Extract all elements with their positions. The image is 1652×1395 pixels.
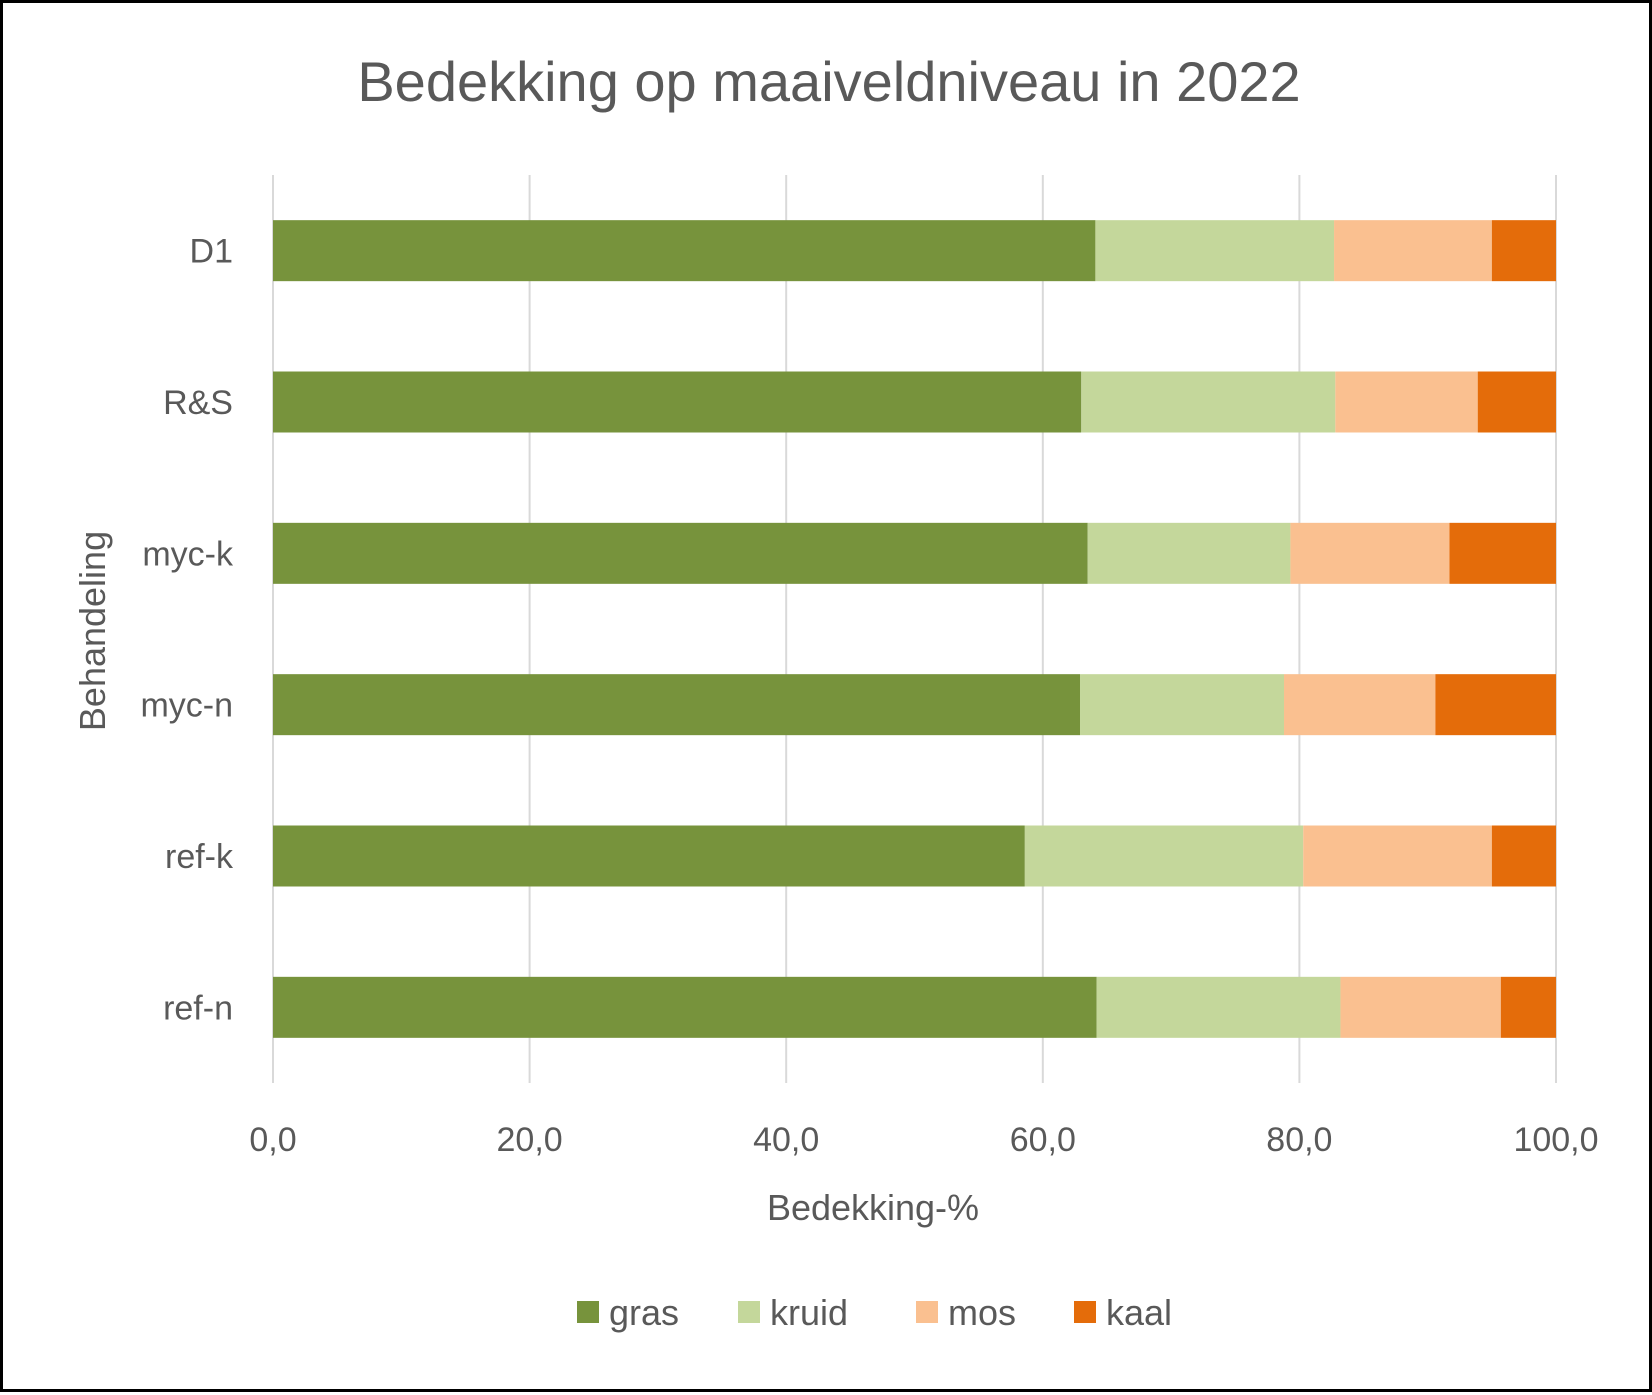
bar-kruid [1095, 220, 1335, 282]
chart-title: Bedekking op maaiveldniveau in 2022 [357, 50, 1300, 113]
y-axis-label: Behandeling [72, 531, 113, 731]
x-tick-label: 100,0 [1513, 1121, 1598, 1159]
bars [273, 220, 1556, 1038]
bar-kruid [1096, 976, 1341, 1038]
bar-kaal [1491, 220, 1556, 282]
x-tick-label: 0,0 [249, 1121, 296, 1159]
y-tick-label: myc-k [142, 535, 234, 573]
bar-gras [273, 371, 1082, 433]
bar-mos [1303, 825, 1492, 887]
legend: gras kruid mos kaal [577, 1292, 1172, 1333]
legend-swatch-mos [916, 1301, 938, 1323]
x-tick-label: 80,0 [1266, 1121, 1332, 1159]
legend-swatch-kruid [738, 1301, 760, 1323]
x-tick-label: 60,0 [1010, 1121, 1076, 1159]
bar-gras [273, 976, 1097, 1038]
legend-swatch-kaal [1074, 1301, 1096, 1323]
bar-kaal [1491, 825, 1556, 887]
bar-kruid [1024, 825, 1304, 887]
bar-kaal [1500, 976, 1556, 1038]
gridlines [272, 175, 1557, 1083]
bar-kruid [1081, 371, 1336, 433]
bar-gras [273, 522, 1088, 584]
bar-kruid [1080, 674, 1285, 736]
bar-mos [1334, 220, 1492, 282]
bar-mos [1340, 976, 1501, 1038]
bar-mos [1284, 674, 1436, 736]
y-tick-label: ref-k [165, 838, 234, 876]
bar-kaal [1449, 522, 1556, 584]
y-tick-label: myc-n [140, 687, 233, 725]
bar-gras [273, 825, 1025, 887]
bar-gras [273, 220, 1096, 282]
bar-kruid [1087, 522, 1291, 584]
y-tick-labels: D1 R&S myc-k myc-n ref-k ref-n [140, 233, 234, 1028]
x-tick-label: 40,0 [753, 1121, 819, 1159]
y-tick-label: D1 [190, 233, 233, 271]
bar-mos [1290, 522, 1450, 584]
legend-swatch-gras [577, 1301, 599, 1323]
legend-label: mos [948, 1292, 1016, 1333]
bar-mos [1335, 371, 1478, 433]
y-tick-label: R&S [163, 384, 233, 422]
bar-kaal [1477, 371, 1556, 433]
bar-chart: Bedekking op maaiveldniveau in 2022 D1 R&… [72, 50, 1599, 1333]
bar-kaal [1435, 674, 1556, 736]
x-axis-label: Bedekking-% [767, 1187, 979, 1228]
legend-label: kaal [1106, 1292, 1172, 1333]
y-tick-label: ref-n [163, 989, 233, 1027]
legend-label: gras [609, 1292, 679, 1333]
bar-gras [273, 674, 1081, 736]
x-tick-labels: 0,0 20,0 40,0 60,0 80,0 100,0 [249, 1121, 1598, 1159]
x-tick-label: 20,0 [497, 1121, 563, 1159]
legend-label: kruid [770, 1292, 848, 1333]
